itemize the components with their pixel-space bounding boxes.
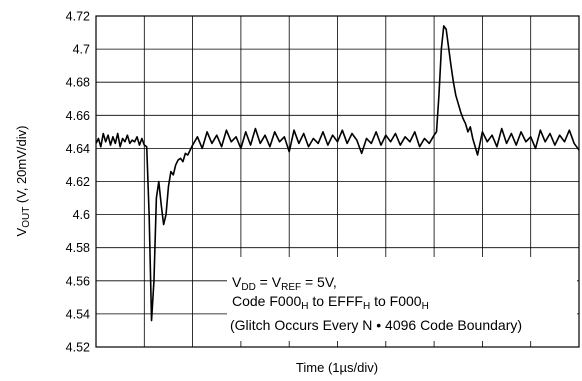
- annot-h-sub-1: H: [301, 301, 308, 312]
- annotation-box: [227, 257, 577, 341]
- y-tick-label: 4.6: [73, 208, 90, 222]
- annotation-line-2: Code F000H to EFFFH to F000H: [232, 293, 429, 312]
- annot-code-f000: Code F000: [232, 293, 301, 309]
- y-tick-label: 4.7: [73, 43, 90, 57]
- y-tick-label: 4.72: [66, 10, 90, 24]
- y-tick-label: 4.54: [66, 307, 90, 321]
- vout-series-line: [95, 25, 580, 322]
- annot-h-sub-3: H: [422, 301, 429, 312]
- annot-vdd-v: V: [232, 274, 242, 290]
- annot-vdd-sub: DD: [241, 282, 255, 293]
- annot-h-sub-2: H: [363, 301, 370, 312]
- annotation-line-1: VDD = VREF = 5V,: [232, 274, 337, 293]
- annot-5v: = 5V,: [301, 274, 337, 290]
- y-tick-label: 4.68: [66, 76, 90, 90]
- annot-ref-sub: REF: [281, 282, 301, 293]
- y-tick-label: 4.66: [66, 109, 90, 123]
- y-tick-labels: 4.72 4.7 4.68 4.66 4.64 4.62 4.6 4.58 4.56 4.54 4.…: [66, 10, 90, 355]
- x-axis-label: Time (1µs/div): [296, 360, 378, 375]
- y-tick-label: 4.52: [66, 341, 90, 355]
- y-tick-label: 4.58: [66, 241, 90, 255]
- y-label-out-sub: OUT: [21, 207, 32, 228]
- annotation-line-3: (Glitch Occurs Every N • 4096 Code Bound…: [230, 317, 522, 333]
- y-tick-label: 4.62: [66, 175, 90, 189]
- y-label-v: V: [14, 227, 29, 236]
- y-tick-label: 4.56: [66, 274, 90, 288]
- annot-eq-v: = V: [256, 274, 282, 290]
- annot-to-f000: to F000: [370, 293, 422, 309]
- annot-to-efff: to EFFF: [309, 293, 363, 309]
- y-label-units: (V, 20mV/div): [14, 126, 29, 207]
- y-tick-label: 4.64: [66, 142, 90, 156]
- y-axis-label: VOUT (V, 20mV/div): [14, 126, 32, 237]
